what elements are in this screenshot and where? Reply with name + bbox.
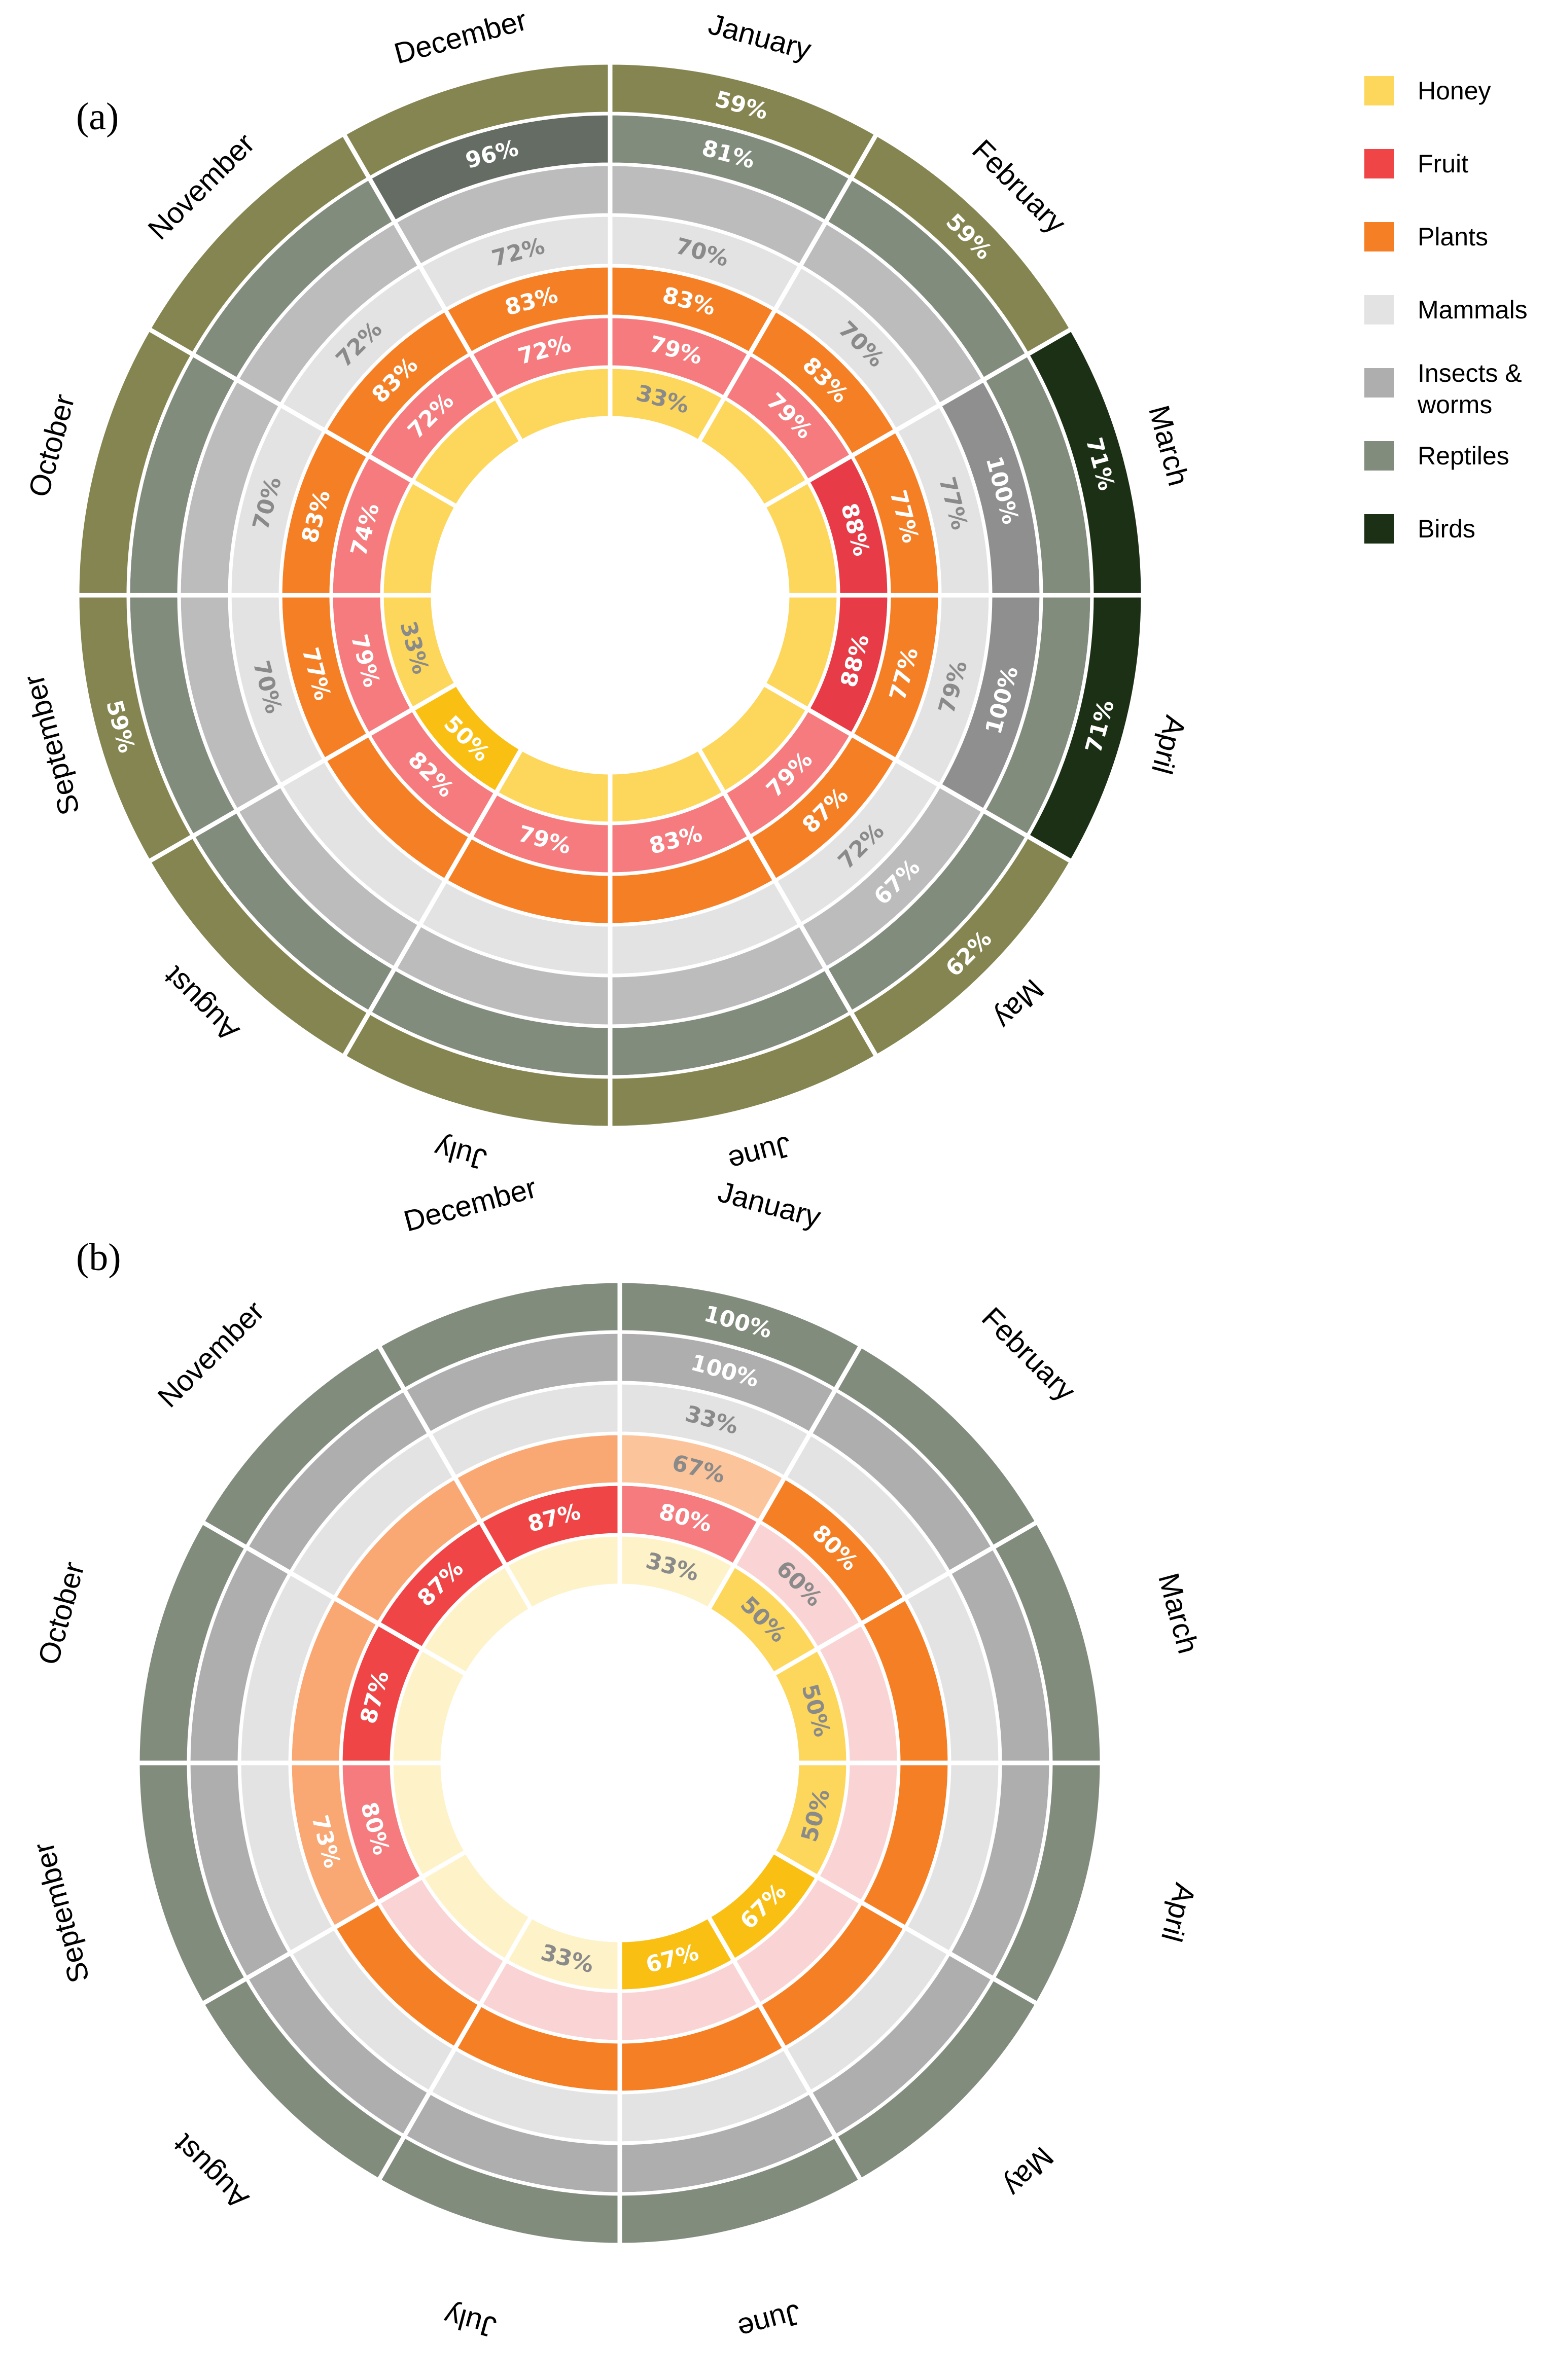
month-label-february: February	[975, 1301, 1082, 1408]
legend-label: Plants	[1418, 223, 1488, 251]
legend-label-line2: worms	[1417, 390, 1492, 419]
month-divider	[376, 1343, 533, 1611]
ring-plants: Plants — January: 83%83%Plants — Februar…	[278, 264, 942, 927]
panel-label: (b)	[76, 1236, 121, 1279]
month-divider	[199, 1519, 468, 1676]
panel-a: Honey — January: 33%33%Honey — February:…	[17, 4, 1195, 1178]
legend-item-honey: Honey	[1364, 76, 1491, 105]
ring-reptiles: Reptiles — January: 81%81%Reptiles — Feb…	[126, 112, 1094, 1079]
legend-item-plants: Plants	[1364, 222, 1488, 251]
legend-label: Reptiles	[1418, 442, 1509, 470]
chart-hole	[442, 1585, 797, 1940]
legend-item-reptiles: Reptiles	[1364, 441, 1509, 471]
month-label-january: January	[715, 1175, 824, 1234]
chart-hole	[433, 418, 788, 773]
month-label-march: March	[1142, 402, 1195, 489]
month-label-september: September	[27, 1839, 96, 1987]
month-label-january: January	[705, 8, 815, 66]
ring-mammals: Mammals — January: 70%70%Mammals — Febru…	[228, 213, 993, 978]
legend-swatch	[1364, 368, 1394, 398]
month-label-march: March	[1152, 1570, 1205, 1657]
month-divider	[772, 1850, 1040, 2007]
legend-swatch	[1364, 441, 1394, 471]
legend-swatch	[1364, 76, 1394, 105]
legend-label: Mammals	[1418, 296, 1528, 324]
legend-label: Honey	[1418, 77, 1491, 105]
month-label-may: May	[997, 2140, 1060, 2203]
month-label-august: August	[157, 960, 245, 1048]
legend-label: Insects &	[1418, 359, 1522, 387]
month-divider	[341, 131, 523, 443]
legend-label: Fruit	[1418, 150, 1468, 178]
month-label-july: July	[441, 2298, 500, 2343]
month-divider	[697, 747, 879, 1060]
ring-insects-worms: Insects & worms — January: 100%100%Insec…	[187, 1330, 1053, 2196]
month-label-september: September	[17, 671, 86, 819]
month-divider	[707, 1915, 864, 2183]
month-divider	[697, 131, 879, 443]
month-label-april: April	[1155, 1880, 1202, 1945]
month-divider	[376, 1915, 533, 2183]
month-label-november: November	[151, 1294, 270, 1414]
month-label-june: June	[734, 2297, 804, 2345]
legend-item-fruit: Fruit	[1364, 149, 1468, 178]
legend-item-birds: Birds	[1364, 514, 1475, 544]
panel-b: Honey — January: 33%33%Honey — February:…	[27, 1171, 1205, 2346]
legend: Honey Fruit Plants Mammals Insects & worms Rep…	[1364, 76, 1528, 544]
ring-reptiles: Reptiles — January: 100%100%Reptiles — F…	[136, 1279, 1104, 2247]
legend-item-insects-worms: Insects & worms	[1364, 359, 1522, 419]
month-label-june: June	[725, 1129, 795, 1177]
month-divider	[341, 747, 523, 1060]
month-divider	[762, 682, 1075, 864]
legend-swatch	[1364, 295, 1394, 324]
month-divider	[146, 682, 458, 864]
month-label-december: December	[400, 1171, 540, 1238]
month-label-december: December	[391, 4, 530, 70]
legend-item-mammals: Mammals	[1364, 295, 1528, 324]
month-divider	[199, 1850, 468, 2007]
month-divider	[707, 1343, 864, 1611]
month-label-august: August	[167, 2127, 255, 2216]
month-label-october: October	[32, 1559, 91, 1668]
legend-swatch	[1364, 514, 1394, 544]
month-divider	[772, 1519, 1040, 1676]
month-label-july: July	[431, 1131, 490, 1176]
month-label-may: May	[987, 972, 1050, 1035]
panel-label: (a)	[76, 95, 119, 138]
month-label-october: October	[22, 391, 81, 500]
month-divider	[762, 326, 1075, 509]
month-divider	[146, 326, 458, 509]
legend-swatch	[1364, 222, 1394, 251]
month-label-april: April	[1145, 712, 1192, 778]
legend-swatch	[1364, 149, 1394, 178]
legend-label: Birds	[1418, 515, 1475, 543]
ring-birds: Birds — January: 59%59%Birds — February:…	[76, 61, 1145, 1130]
ring-honey: Honey — January: 33%33%Honey — February:…	[390, 1533, 850, 1993]
